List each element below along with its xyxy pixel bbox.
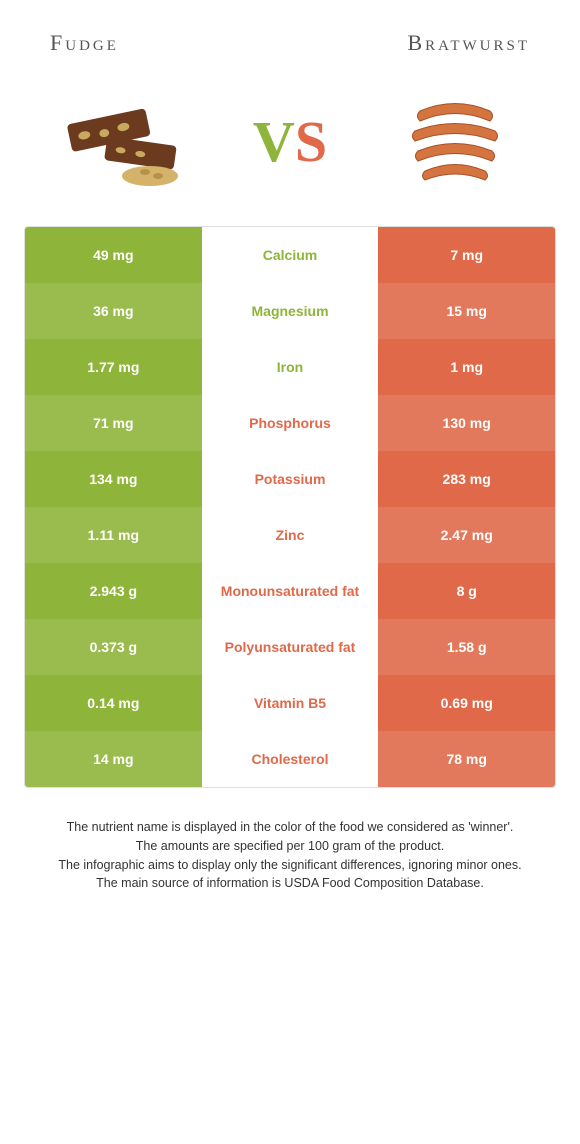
left-value: 49 mg: [25, 227, 202, 283]
right-food-title: Bratwurst: [407, 30, 530, 56]
left-value: 134 mg: [25, 451, 202, 507]
right-value: 1.58 g: [378, 619, 555, 675]
left-value: 36 mg: [25, 283, 202, 339]
bratwurst-image: [380, 86, 530, 196]
table-row: 0.373 gPolyunsaturated fat1.58 g: [25, 619, 555, 675]
right-value: 7 mg: [378, 227, 555, 283]
nutrient-name: Zinc: [202, 507, 379, 563]
fudge-image: [50, 86, 200, 196]
right-value: 78 mg: [378, 731, 555, 787]
left-food-title: Fudge: [50, 30, 119, 56]
nutrient-name: Magnesium: [202, 283, 379, 339]
vs-s: S: [295, 108, 327, 175]
footnote-line: The infographic aims to display only the…: [40, 856, 540, 875]
right-value: 283 mg: [378, 451, 555, 507]
table-row: 1.11 mgZinc2.47 mg: [25, 507, 555, 563]
table-row: 71 mgPhosphorus130 mg: [25, 395, 555, 451]
nutrient-name: Potassium: [202, 451, 379, 507]
nutrient-name: Calcium: [202, 227, 379, 283]
nutrient-name: Vitamin B5: [202, 675, 379, 731]
right-value: 130 mg: [378, 395, 555, 451]
left-value: 2.943 g: [25, 563, 202, 619]
left-value: 1.11 mg: [25, 507, 202, 563]
footnote-line: The nutrient name is displayed in the co…: [40, 818, 540, 837]
nutrient-name: Cholesterol: [202, 731, 379, 787]
footnotes: The nutrient name is displayed in the co…: [20, 788, 560, 923]
nutrient-name: Iron: [202, 339, 379, 395]
vs-label: VS: [253, 108, 327, 175]
footnote-line: The amounts are specified per 100 gram o…: [40, 837, 540, 856]
footnote-line: The main source of information is USDA F…: [40, 874, 540, 893]
left-value: 71 mg: [25, 395, 202, 451]
table-row: 1.77 mgIron1 mg: [25, 339, 555, 395]
vs-v: V: [253, 108, 295, 175]
table-row: 14 mgCholesterol78 mg: [25, 731, 555, 787]
nutrient-name: Monounsaturated fat: [202, 563, 379, 619]
table-row: 134 mgPotassium283 mg: [25, 451, 555, 507]
table-row: 49 mgCalcium7 mg: [25, 227, 555, 283]
left-value: 14 mg: [25, 731, 202, 787]
left-value: 0.14 mg: [25, 675, 202, 731]
left-value: 0.373 g: [25, 619, 202, 675]
left-value: 1.77 mg: [25, 339, 202, 395]
table-row: 0.14 mgVitamin B50.69 mg: [25, 675, 555, 731]
table-row: 36 mgMagnesium15 mg: [25, 283, 555, 339]
right-value: 0.69 mg: [378, 675, 555, 731]
nutrient-name: Phosphorus: [202, 395, 379, 451]
right-value: 1 mg: [378, 339, 555, 395]
right-value: 2.47 mg: [378, 507, 555, 563]
nutrient-name: Polyunsaturated fat: [202, 619, 379, 675]
table-row: 2.943 gMonounsaturated fat8 g: [25, 563, 555, 619]
right-value: 15 mg: [378, 283, 555, 339]
hero-row: VS: [20, 76, 560, 226]
nutrient-table: 49 mgCalcium7 mg36 mgMagnesium15 mg1.77 …: [24, 226, 556, 788]
right-value: 8 g: [378, 563, 555, 619]
